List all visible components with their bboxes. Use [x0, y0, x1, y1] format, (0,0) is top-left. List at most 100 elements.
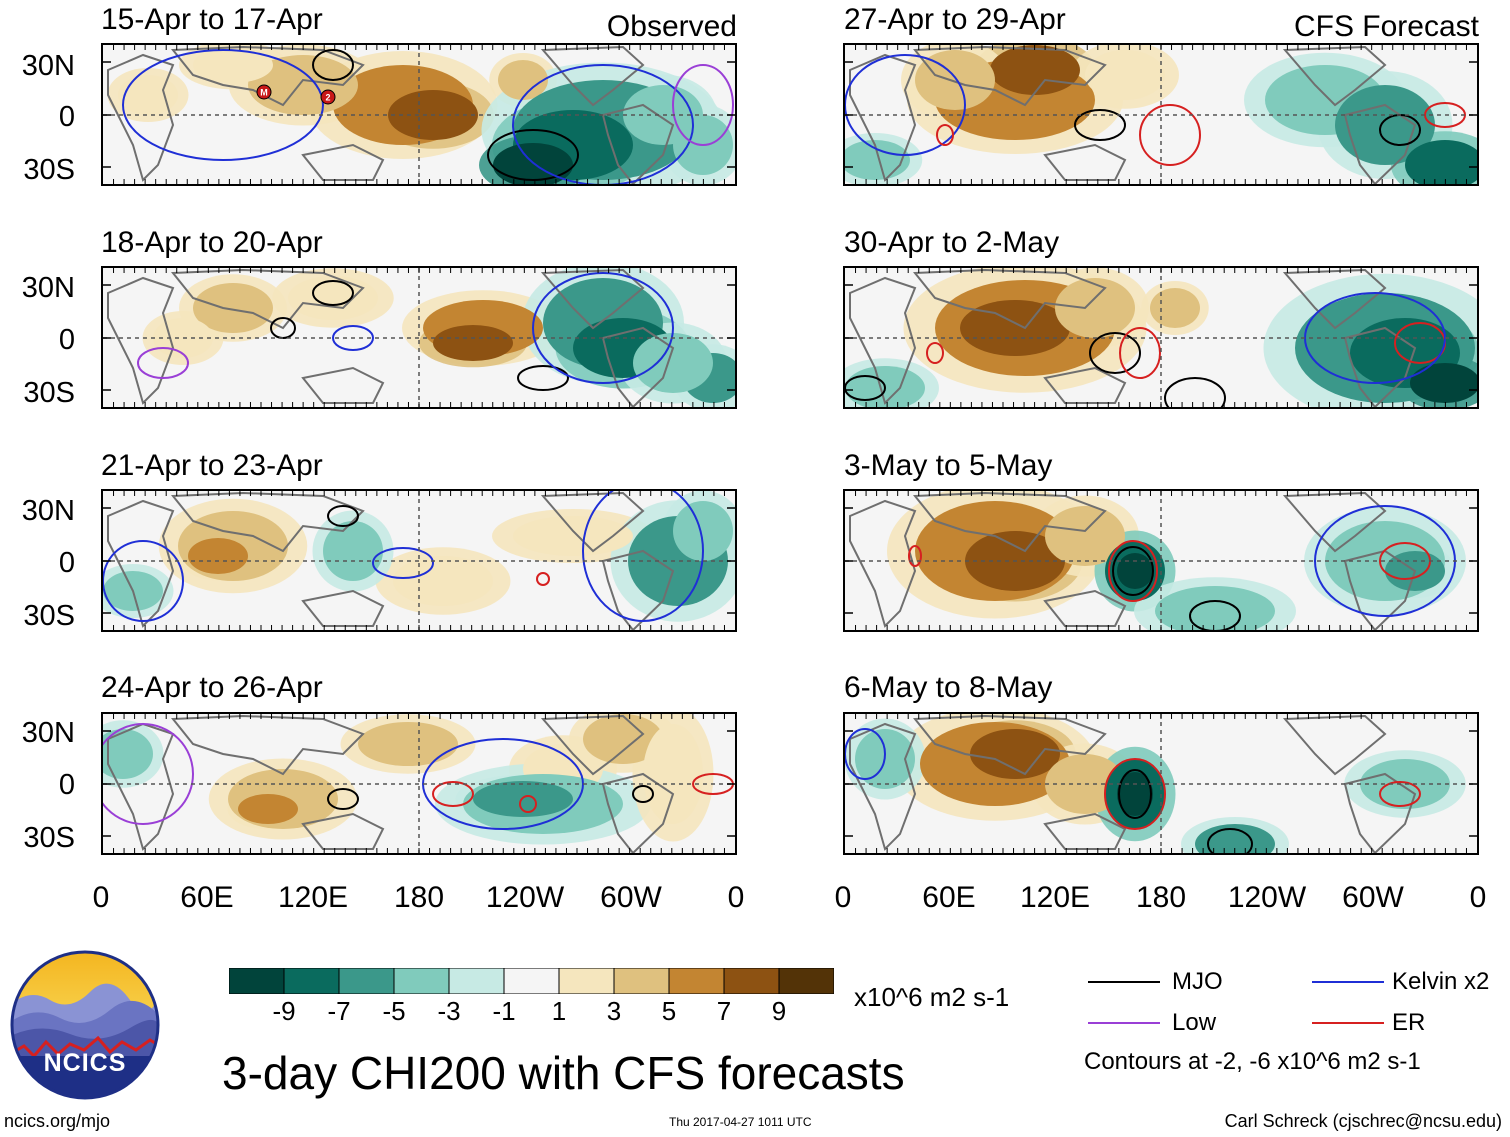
coastline	[912, 268, 1107, 330]
map-panel-observed-3	[101, 489, 737, 632]
panel-title-observed-3: 21-Apr to 23-Apr	[101, 449, 323, 482]
wave-contour	[1119, 327, 1161, 379]
colorbar-tick: 9	[771, 996, 787, 1026]
coastline	[849, 53, 917, 182]
colorbar-tick: 7	[716, 996, 732, 1026]
coastline	[601, 326, 675, 407]
map-panel-forecast-1	[843, 43, 1479, 186]
coastline	[1282, 491, 1387, 553]
wave-contour	[1089, 332, 1141, 374]
panel-title-forecast-4: 6-May to 8-May	[844, 671, 1053, 704]
wave-contour	[1104, 758, 1166, 830]
anomaly-core	[1117, 553, 1153, 589]
lon-label: 0	[92, 881, 110, 914]
coastline	[301, 143, 385, 181]
wave-contour	[845, 375, 886, 401]
coastline	[1282, 714, 1387, 776]
coastline	[912, 714, 1107, 776]
wave-contour	[332, 325, 374, 351]
colorbar	[228, 967, 835, 995]
wave-contour	[1118, 769, 1152, 819]
coastline	[1282, 45, 1387, 107]
legend-line-low	[1088, 1022, 1160, 1024]
coastline	[1043, 812, 1127, 850]
wave-contour	[672, 64, 734, 146]
panel-title-observed-2: 18-Apr to 20-Apr	[101, 226, 323, 259]
coastline	[540, 714, 645, 776]
anomaly-core	[393, 556, 493, 606]
map-panel-observed-2	[101, 266, 737, 409]
coastline	[301, 366, 385, 404]
wave-contour	[908, 545, 922, 567]
wave-contour	[137, 347, 189, 379]
observed-label: Observed	[606, 10, 737, 43]
colorbar-tick: -9	[272, 996, 296, 1026]
coastline	[170, 268, 365, 330]
lat-label-eq: 0	[58, 769, 75, 801]
anomaly-core	[915, 50, 995, 110]
anomaly-core	[1410, 363, 1477, 403]
anomaly-core	[498, 60, 548, 100]
lat-label-30s: 30S	[23, 822, 75, 854]
lat-label-30n: 30N	[21, 717, 75, 749]
anomaly-core	[238, 794, 298, 824]
anomaly-core	[1335, 85, 1435, 165]
lon-label: 60W	[1342, 881, 1404, 914]
wave-contour	[312, 49, 354, 81]
colorbar-tick: 3	[606, 996, 622, 1026]
colorbar-swatch	[558, 967, 615, 995]
anomaly-core	[103, 729, 153, 779]
anomaly-core	[1045, 506, 1125, 566]
wave-contour	[1164, 377, 1226, 407]
lat-label-eq: 0	[58, 101, 75, 133]
author-credit: Carl Schreck (cjschrec@ncsu.edu)	[1224, 1111, 1502, 1131]
legend-label-mjo: MJO	[1172, 968, 1223, 995]
lat-label-30s: 30S	[23, 154, 75, 186]
coastline	[601, 549, 675, 630]
website-link[interactable]: ncics.org/mjo	[4, 1111, 111, 1131]
legend-line-er	[1312, 1022, 1384, 1024]
coastline	[1343, 772, 1417, 853]
coastline	[849, 276, 917, 405]
wave-contour	[512, 64, 694, 184]
anomaly-map	[103, 268, 735, 407]
anomaly-core	[433, 325, 513, 361]
colorbar-swatch	[503, 967, 560, 995]
wave-contour	[312, 280, 354, 306]
lon-label: 120W	[485, 881, 565, 914]
logo-text: NCICS	[43, 1049, 127, 1077]
colorbar-tick: -7	[327, 996, 351, 1026]
wave-contour	[582, 491, 704, 622]
wave-contour	[536, 572, 550, 586]
legend-label-kelvin: Kelvin x2	[1392, 968, 1490, 995]
coastline	[601, 103, 675, 184]
anomaly-core	[288, 276, 378, 320]
anomaly-core	[990, 45, 1080, 95]
lon-label: 60W	[600, 881, 662, 914]
wave-contour	[1112, 546, 1154, 596]
lat-label-30n: 30N	[21, 272, 75, 304]
anomaly-core	[358, 722, 458, 766]
coastline	[170, 491, 365, 553]
lon-label: 0	[727, 881, 745, 914]
anomaly-core	[193, 47, 273, 83]
panel-title-observed-1: 15-Apr to 17-Apr	[101, 3, 323, 36]
coastline	[540, 268, 645, 330]
coastline	[170, 714, 365, 776]
wave-contour	[519, 795, 537, 813]
colorbar-swatches	[228, 967, 835, 995]
coastline	[849, 499, 917, 628]
wave-contour	[936, 124, 954, 146]
coastline	[540, 491, 645, 553]
coastline	[1343, 326, 1417, 407]
panel-title-forecast-1: 27-Apr to 29-Apr	[844, 3, 1066, 36]
colorbar-swatch	[228, 967, 285, 995]
ncics-logo: NCICS	[10, 950, 160, 1100]
panel-title-forecast-3: 3-May to 5-May	[844, 449, 1053, 482]
storm-marker-label: M	[260, 88, 268, 98]
colorbar-swatch	[448, 967, 505, 995]
lat-label-30s: 30S	[23, 600, 75, 632]
colorbar-swatch	[338, 967, 395, 995]
map-panel-observed-4	[101, 712, 737, 855]
